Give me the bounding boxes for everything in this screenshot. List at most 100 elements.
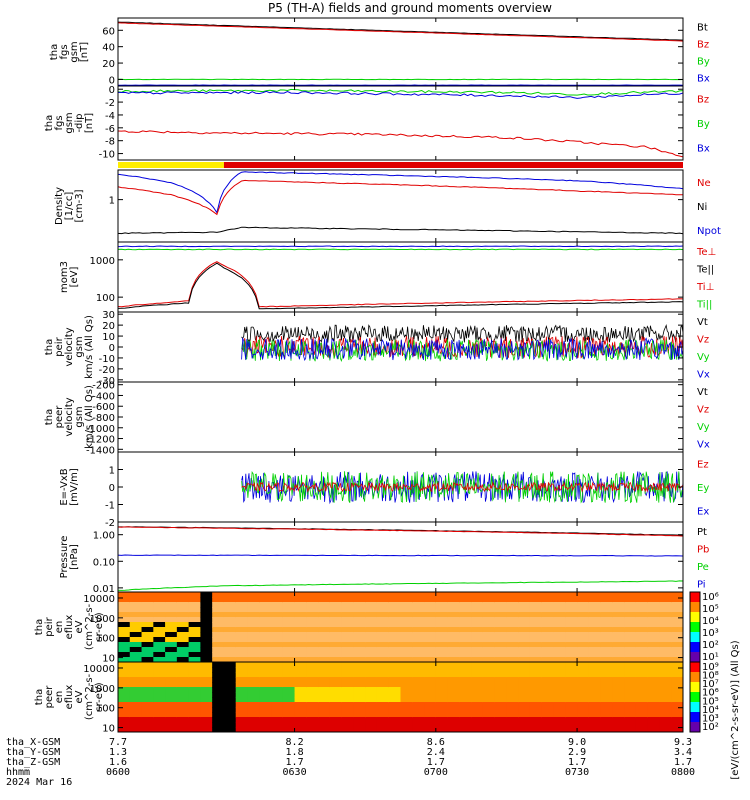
heatmap-cell bbox=[118, 667, 131, 673]
heatmap-cell bbox=[141, 647, 154, 653]
heatmap-cell bbox=[365, 677, 378, 683]
heatmap-cell bbox=[329, 687, 343, 693]
heatmap-cell bbox=[541, 607, 555, 613]
heatmap-cell bbox=[435, 672, 449, 678]
heatmap-cell bbox=[259, 662, 272, 668]
series-by-line bbox=[118, 88, 683, 96]
heatmap-cell bbox=[365, 602, 378, 608]
heatmap-cell bbox=[353, 602, 366, 608]
heatmap-cell bbox=[624, 632, 637, 638]
heatmap-cell bbox=[647, 642, 661, 648]
heatmap-cell bbox=[365, 672, 378, 678]
heatmap-cell bbox=[188, 657, 201, 662]
heatmap-cell bbox=[553, 632, 566, 638]
heatmap-cell bbox=[506, 727, 519, 732]
heatmap-cell bbox=[647, 602, 661, 608]
heatmap-cell bbox=[659, 592, 672, 598]
heatmap-cell bbox=[565, 662, 578, 668]
heatmap-cell bbox=[271, 657, 284, 662]
ytick-label: -20 bbox=[99, 365, 115, 376]
heatmap-cell bbox=[588, 602, 602, 608]
heatmap-cell bbox=[553, 642, 566, 648]
heatmap-cell bbox=[518, 722, 531, 728]
heatmap-cell bbox=[529, 652, 543, 658]
heatmap-cell bbox=[329, 682, 343, 688]
heatmap-cell bbox=[671, 597, 683, 603]
heatmap-cell bbox=[200, 717, 213, 723]
ytick-label: -10 bbox=[99, 150, 115, 161]
heatmap-cell bbox=[635, 667, 649, 673]
heatmap-cell bbox=[212, 697, 225, 703]
heatmap-cell bbox=[129, 662, 143, 668]
ytick-label: 0.10 bbox=[93, 557, 115, 568]
heatmap-cell bbox=[424, 592, 437, 598]
ylabel-line: tha bbox=[34, 689, 45, 705]
heatmap-cell bbox=[529, 662, 543, 668]
heatmap-cell bbox=[118, 657, 131, 662]
heatmap-cell bbox=[282, 637, 296, 643]
heatmap-cell bbox=[306, 717, 319, 723]
heatmap-cell bbox=[447, 722, 460, 728]
heatmap-cell bbox=[306, 602, 319, 608]
heatmap-cell bbox=[671, 717, 683, 723]
heatmap-cell bbox=[518, 677, 531, 683]
heatmap-cell bbox=[165, 647, 178, 653]
heatmap-cell bbox=[518, 697, 531, 703]
axis-row-value: 1.6 bbox=[109, 757, 127, 768]
heatmap-cell bbox=[659, 687, 672, 693]
heatmap-cell bbox=[223, 657, 237, 662]
legend-Vt: Vt bbox=[697, 387, 708, 398]
heatmap-cell bbox=[129, 602, 143, 608]
heatmap-cell bbox=[412, 632, 425, 638]
heatmap-cell bbox=[600, 597, 613, 603]
heatmap-cell bbox=[188, 652, 201, 658]
heatmap-cell bbox=[506, 632, 519, 638]
heatmap-cell bbox=[376, 727, 390, 732]
heatmap-cell bbox=[624, 702, 637, 708]
heatmap-cell bbox=[659, 717, 672, 723]
heatmap-cell bbox=[494, 602, 508, 608]
heatmap-cell bbox=[318, 662, 331, 668]
series-vx-line bbox=[241, 337, 683, 362]
heatmap-cell bbox=[235, 687, 249, 693]
heatmap-cell bbox=[294, 652, 307, 658]
heatmap-cell bbox=[388, 682, 402, 688]
heatmap-cell bbox=[506, 697, 519, 703]
heatmap-cell bbox=[553, 662, 566, 668]
colorbar-tick: 10¹ bbox=[702, 652, 719, 663]
heatmap-cell bbox=[624, 592, 637, 598]
heatmap-cell bbox=[447, 597, 460, 603]
heatmap-cell bbox=[118, 687, 131, 693]
heatmap-cell bbox=[671, 647, 683, 653]
heatmap-cell bbox=[118, 632, 131, 638]
heatmap-cell bbox=[282, 597, 296, 603]
heatmap-cell bbox=[518, 707, 531, 713]
heatmap-cell bbox=[424, 712, 437, 718]
heatmap-cell bbox=[141, 672, 154, 678]
heatmap-cell bbox=[200, 687, 213, 693]
heatmap-cell bbox=[200, 592, 213, 598]
heatmap-cell bbox=[341, 637, 355, 643]
heatmap-cell bbox=[353, 597, 366, 603]
heatmap-cell bbox=[553, 722, 566, 728]
heatmap-cell bbox=[600, 667, 613, 673]
ytick-label: -10 bbox=[99, 354, 115, 365]
heatmap-cell bbox=[176, 617, 190, 623]
heatmap-cell bbox=[459, 687, 472, 693]
heatmap-cell bbox=[294, 607, 307, 613]
heatmap-cell bbox=[659, 712, 672, 718]
heatmap-cell bbox=[188, 707, 201, 713]
heatmap-cell bbox=[459, 722, 472, 728]
heatmap-cell bbox=[176, 602, 190, 608]
heatmap-cell bbox=[306, 617, 319, 623]
heatmap-cell bbox=[565, 702, 578, 708]
heatmap-cell bbox=[129, 597, 143, 603]
heatmap-cell bbox=[518, 637, 531, 643]
heatmap-cell bbox=[529, 627, 543, 633]
heatmap-cell bbox=[482, 727, 496, 732]
heatmap-cell bbox=[200, 632, 213, 638]
heatmap-cell bbox=[577, 652, 590, 658]
series-lines bbox=[241, 324, 683, 362]
heatmap-cell bbox=[318, 697, 331, 703]
